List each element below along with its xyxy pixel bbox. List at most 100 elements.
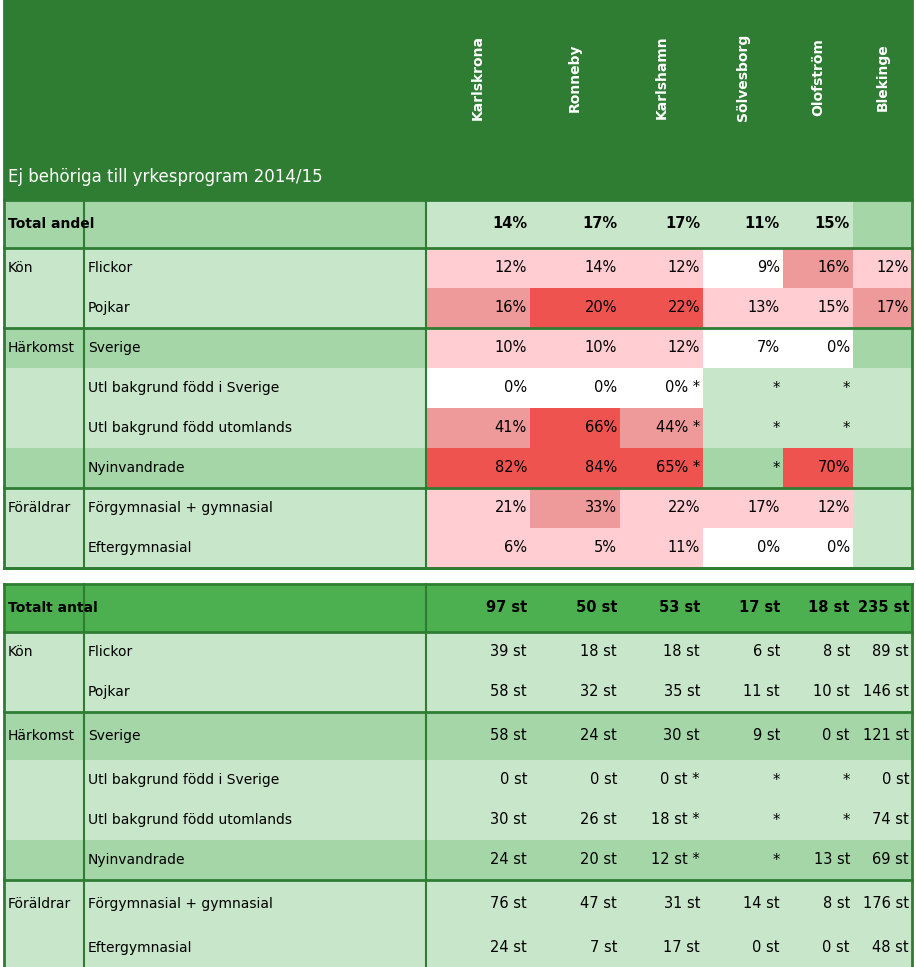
- Bar: [84, 368, 426, 408]
- Text: 66%: 66%: [584, 421, 617, 435]
- Bar: [530, 408, 620, 448]
- Text: 8 st: 8 st: [823, 644, 850, 659]
- Bar: [620, 328, 703, 368]
- Bar: [620, 632, 703, 672]
- Text: 14%: 14%: [492, 217, 527, 231]
- Text: 10 st: 10 st: [813, 685, 850, 699]
- Bar: [4, 0, 912, 200]
- Bar: [84, 200, 426, 248]
- Bar: [783, 672, 853, 712]
- Bar: [84, 328, 426, 368]
- Bar: [783, 408, 853, 448]
- Bar: [703, 288, 783, 328]
- Text: 11 st: 11 st: [744, 685, 780, 699]
- Bar: [703, 800, 783, 840]
- Bar: [4, 528, 84, 568]
- Bar: [853, 632, 912, 672]
- Text: Pojkar: Pojkar: [88, 685, 131, 699]
- Bar: [84, 800, 426, 840]
- Bar: [426, 672, 530, 712]
- Text: *: *: [772, 421, 780, 435]
- Bar: [703, 488, 783, 528]
- Text: Karlskrona: Karlskrona: [471, 35, 485, 120]
- Text: *: *: [772, 853, 780, 867]
- Text: 0%: 0%: [757, 541, 780, 555]
- Bar: [426, 880, 530, 928]
- Bar: [4, 928, 84, 967]
- Text: Eftergymnasial: Eftergymnasial: [88, 941, 192, 955]
- Bar: [4, 488, 84, 528]
- Text: 12%: 12%: [668, 340, 700, 356]
- Bar: [426, 288, 530, 328]
- Text: 22%: 22%: [668, 301, 700, 315]
- Bar: [4, 368, 84, 408]
- Bar: [703, 672, 783, 712]
- Text: 10%: 10%: [584, 340, 617, 356]
- Bar: [853, 880, 912, 928]
- Text: 13 st: 13 st: [813, 853, 850, 867]
- Bar: [620, 800, 703, 840]
- Text: 16%: 16%: [818, 260, 850, 276]
- Bar: [853, 200, 912, 248]
- Text: 53 st: 53 st: [659, 601, 700, 616]
- Bar: [426, 408, 530, 448]
- Bar: [426, 448, 530, 488]
- Bar: [703, 408, 783, 448]
- Text: 14%: 14%: [584, 260, 617, 276]
- Bar: [4, 408, 84, 448]
- Bar: [783, 840, 853, 880]
- Bar: [620, 368, 703, 408]
- Bar: [4, 200, 84, 248]
- Bar: [783, 200, 853, 248]
- Text: 39 st: 39 st: [490, 644, 527, 659]
- Bar: [84, 928, 426, 967]
- Text: 24 st: 24 st: [490, 853, 527, 867]
- Text: 6%: 6%: [504, 541, 527, 555]
- Bar: [853, 368, 912, 408]
- Bar: [783, 488, 853, 528]
- Text: *: *: [772, 773, 780, 787]
- Bar: [703, 248, 783, 288]
- Text: 21%: 21%: [495, 501, 527, 515]
- Text: Föräldrar: Föräldrar: [8, 897, 71, 911]
- Bar: [530, 288, 620, 328]
- Text: Utl bakgrund född i Sverige: Utl bakgrund född i Sverige: [88, 381, 279, 395]
- Bar: [853, 584, 912, 632]
- Bar: [4, 328, 84, 368]
- Bar: [620, 528, 703, 568]
- Text: 5%: 5%: [594, 541, 617, 555]
- Bar: [783, 712, 853, 760]
- Text: 35 st: 35 st: [663, 685, 700, 699]
- Text: 176 st: 176 st: [863, 896, 909, 912]
- Text: 9 st: 9 st: [753, 728, 780, 744]
- Bar: [703, 880, 783, 928]
- Text: 24 st: 24 st: [490, 941, 527, 955]
- Text: 44% *: 44% *: [656, 421, 700, 435]
- Text: 0% *: 0% *: [665, 380, 700, 396]
- Bar: [530, 840, 620, 880]
- Text: 0 st *: 0 st *: [660, 773, 700, 787]
- Text: 13%: 13%: [747, 301, 780, 315]
- Bar: [783, 248, 853, 288]
- Bar: [4, 712, 84, 760]
- Text: 31 st: 31 st: [663, 896, 700, 912]
- Text: 18 st: 18 st: [809, 601, 850, 616]
- Bar: [4, 840, 84, 880]
- Bar: [530, 448, 620, 488]
- Text: 17%: 17%: [582, 217, 617, 231]
- Text: 89 st: 89 st: [872, 644, 909, 659]
- Text: 17%: 17%: [747, 501, 780, 515]
- Bar: [620, 928, 703, 967]
- Text: Flickor: Flickor: [88, 261, 133, 275]
- Text: 0%: 0%: [594, 380, 617, 396]
- Text: Kön: Kön: [8, 261, 34, 275]
- Bar: [620, 760, 703, 800]
- Text: Utl bakgrund född i Sverige: Utl bakgrund född i Sverige: [88, 773, 279, 787]
- Bar: [426, 800, 530, 840]
- Bar: [530, 488, 620, 528]
- Bar: [703, 928, 783, 967]
- Bar: [620, 584, 703, 632]
- Text: *: *: [772, 460, 780, 476]
- Bar: [426, 928, 530, 967]
- Text: Sverige: Sverige: [88, 729, 140, 743]
